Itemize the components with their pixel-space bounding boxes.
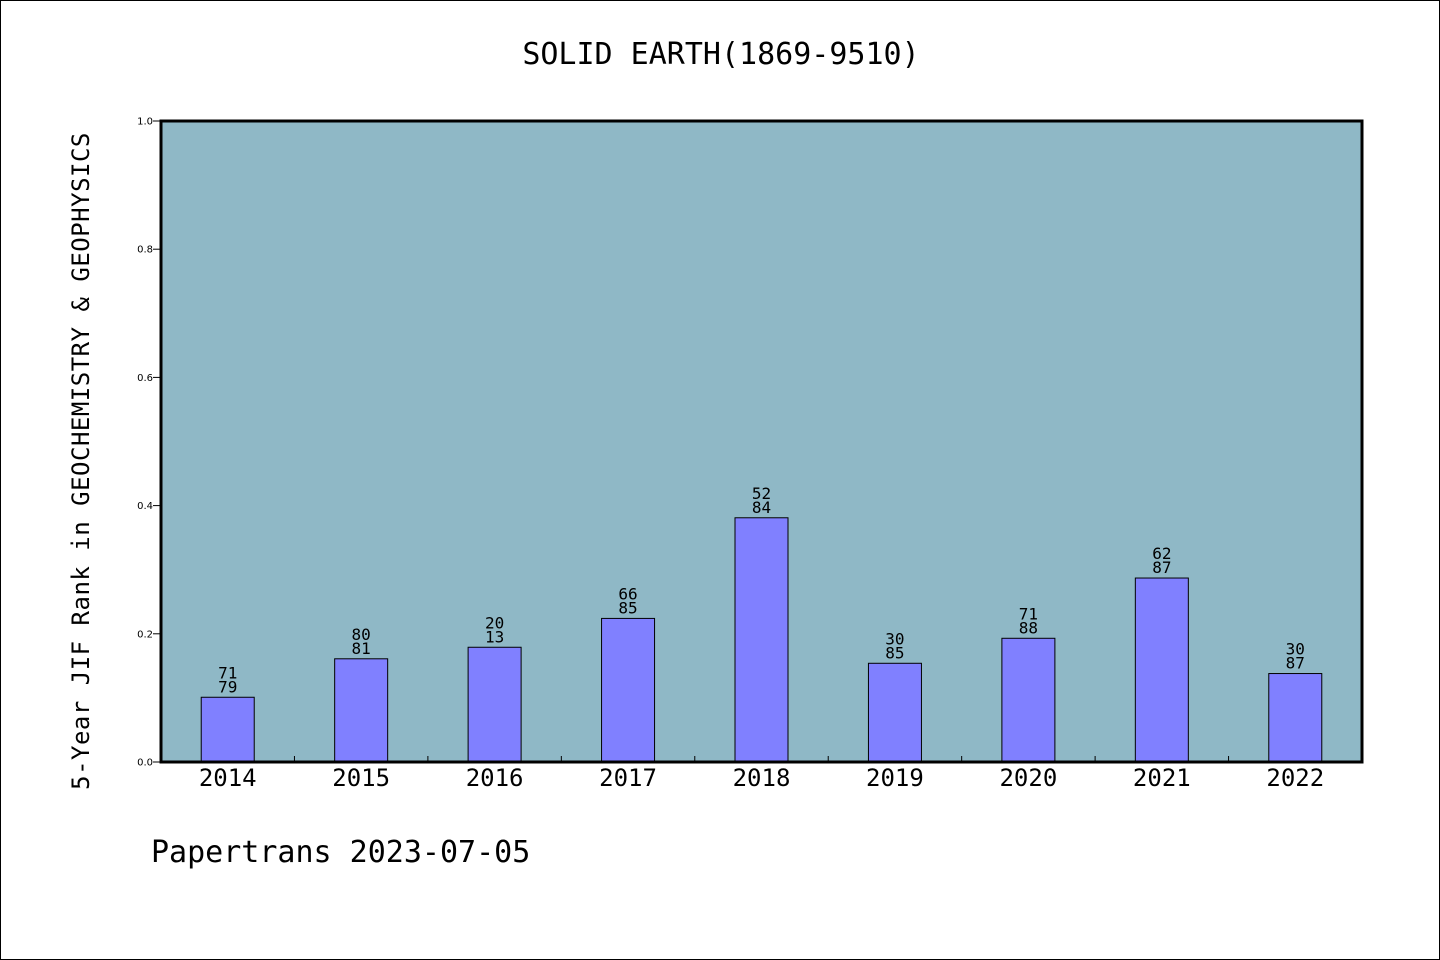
bar-label-top: 52 bbox=[752, 484, 771, 503]
y-tick-label: 1.0 bbox=[137, 117, 153, 128]
x-tick-label: 2020 bbox=[999, 764, 1057, 792]
bar-label-bottom: 81 bbox=[352, 639, 371, 658]
bar-label-top: 30 bbox=[1286, 640, 1305, 659]
bar bbox=[1134, 577, 1189, 763]
bar-label-top: 80 bbox=[352, 625, 371, 644]
bar bbox=[734, 517, 789, 763]
y-tick-label: 0.0 bbox=[137, 758, 153, 769]
bar-label-bottom: 85 bbox=[885, 643, 904, 662]
x-tick-label: 2022 bbox=[1266, 764, 1324, 792]
x-tick-label: 2014 bbox=[199, 764, 257, 792]
y-tick-label: 0.4 bbox=[137, 501, 153, 512]
bar-label-bottom: 85 bbox=[618, 598, 637, 617]
y-tick-label: 0.6 bbox=[137, 373, 153, 384]
chart-title: SOLID EARTH(1869-9510) bbox=[522, 37, 920, 72]
bar-label-bottom: 87 bbox=[1152, 558, 1171, 577]
bar-series bbox=[200, 517, 1323, 763]
bar bbox=[601, 617, 656, 763]
footer-note: Papertrans 2023-07-05 bbox=[151, 835, 531, 870]
bar bbox=[867, 662, 922, 763]
x-tick-label: 2019 bbox=[866, 764, 924, 792]
bar-label-top: 66 bbox=[618, 584, 637, 603]
x-tick-label: 2016 bbox=[466, 764, 524, 792]
x-tick-label: 2018 bbox=[733, 764, 791, 792]
bar-label-top: 30 bbox=[885, 629, 904, 648]
bar bbox=[200, 696, 255, 763]
bar-label-bottom: 88 bbox=[1019, 618, 1038, 637]
x-tick-label: 2017 bbox=[599, 764, 657, 792]
x-axis: 2014 2015 2016 2017 2018 2019 2020 2021 2022 bbox=[199, 756, 1324, 792]
bar-label-bottom: 13 bbox=[485, 627, 504, 646]
y-tick-label: 0.8 bbox=[137, 245, 153, 256]
bar bbox=[334, 658, 389, 763]
bar-label-bottom: 79 bbox=[218, 677, 237, 696]
x-tick-label: 2021 bbox=[1133, 764, 1191, 792]
bar bbox=[1268, 673, 1323, 763]
bar-label-top: 20 bbox=[485, 613, 504, 632]
bar-label-top: 71 bbox=[218, 663, 237, 682]
bar bbox=[1001, 637, 1056, 763]
plot-frame bbox=[159, 119, 1364, 764]
y-axis: 0.0 0.2 0.4 0.6 0.8 1.0 bbox=[137, 117, 161, 769]
bar-label-top: 62 bbox=[1152, 544, 1171, 563]
bar bbox=[467, 646, 522, 763]
y-tick-label: 0.2 bbox=[137, 629, 153, 640]
bar-label-bottom: 84 bbox=[752, 498, 771, 517]
x-tick-label: 2015 bbox=[332, 764, 390, 792]
bar-label-top: 71 bbox=[1019, 604, 1038, 623]
bar-label-bottom: 87 bbox=[1286, 654, 1305, 673]
